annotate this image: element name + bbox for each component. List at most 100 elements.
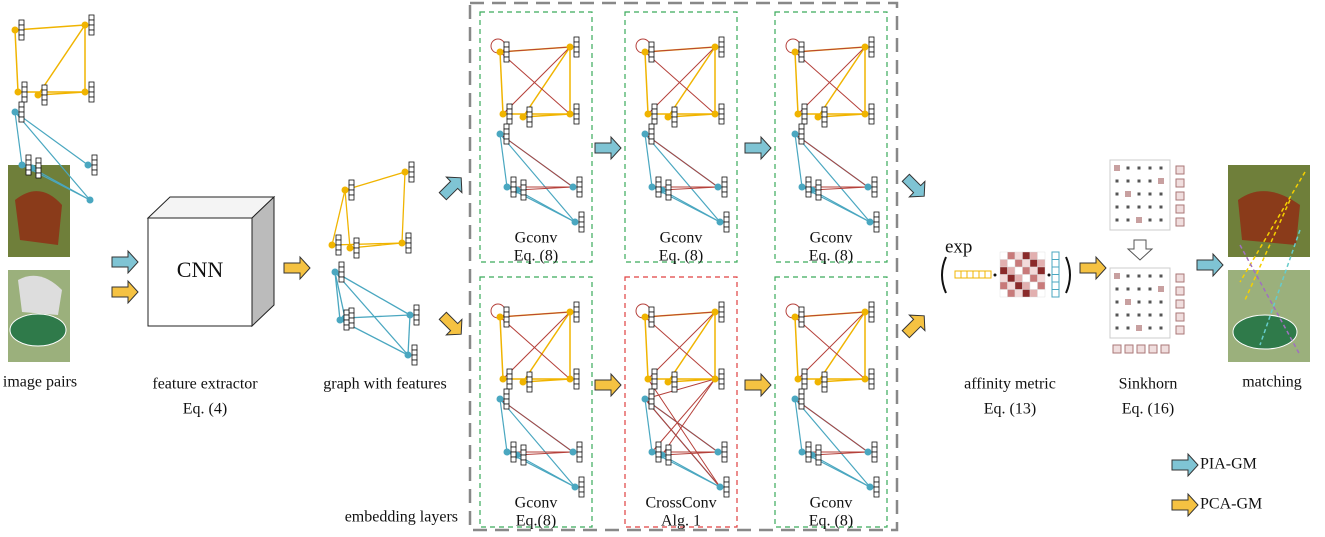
feature-cell [88,24,95,31]
feature-cell [815,449,822,456]
edge [499,51,504,115]
grid-cell [1115,179,1119,183]
feature-vector [91,154,98,176]
feature-cell [576,186,583,193]
panel-ref: Eq. (8) [659,248,703,265]
edge [644,316,716,380]
feature-cell [338,271,345,278]
node [569,183,577,191]
feature-cell [35,157,42,164]
feature-cell [573,306,580,313]
feature-cell [868,41,875,48]
feature-cell [665,194,672,201]
grid-cell [1126,274,1130,278]
node [84,161,92,169]
node [861,110,869,118]
grid-cell [1159,300,1163,304]
feature-cell [721,176,728,183]
feature-cell [873,476,880,483]
feature-cell [665,184,672,191]
grid-cell [1159,166,1163,170]
feature-cell [648,311,655,318]
node [503,448,511,456]
feature-vector [338,261,345,283]
feature-cell [718,118,725,125]
feature-vector [576,176,583,198]
grid-cell [1114,165,1120,171]
node [711,308,719,316]
cnn-cube [146,195,276,328]
edge [499,316,571,380]
feature-cell [41,84,48,91]
match-lines [1239,171,1306,356]
feature-cell [503,133,510,140]
feature-cell [718,378,725,385]
node [716,218,724,226]
feature-cell [648,46,655,53]
grid-cell [1137,287,1141,291]
feature-vector [721,176,728,198]
grid-cell [1148,179,1152,183]
feature-cell [805,456,812,463]
feature-vector [805,176,812,198]
node [346,244,354,252]
feature-vector [801,368,808,390]
edge [794,311,866,318]
feature-cell [520,449,527,456]
matrix-cell [1007,281,1016,290]
feature-cell [671,121,678,128]
feature-cell [578,226,585,233]
feature-vector [648,123,655,145]
feature-cell [648,393,655,400]
matrix-cell [1037,259,1046,268]
node [341,186,349,194]
feature-cell [868,301,875,308]
feature-vector [798,306,805,328]
feature-cell [348,194,355,201]
feature-cell [648,316,655,323]
vec-cell [972,270,980,279]
feature-cell [18,19,25,26]
feature-cell [648,388,655,395]
graph [490,303,579,491]
feature-cell [573,36,580,43]
edge [644,378,716,400]
feature-cell [718,306,725,313]
feature-cell [526,106,533,113]
feature-cell [348,317,355,324]
arrow [1171,493,1199,517]
feature-cell [671,116,678,123]
sum-cell [1124,344,1134,354]
feature-cell [506,383,513,390]
feature-cell [648,321,655,328]
arrow [434,307,470,343]
edge [14,24,86,31]
feature-cell [718,51,725,58]
feature-cell [721,441,728,448]
feature-cell [510,456,517,463]
edge [794,51,799,115]
feature-cell [573,316,580,323]
feature-vector [526,106,533,128]
feature-cell [821,116,828,123]
feature-cell [503,123,510,130]
feature-cell [723,476,730,483]
feature-cell [868,51,875,58]
matrix-cell [1014,274,1023,283]
feature-cell [718,46,725,53]
edge [651,378,716,453]
feature-cell [671,111,678,118]
arrow [1196,253,1224,277]
feature-cell [815,184,822,191]
stage-label: Sinkhorn [1119,376,1178,393]
vec-cell [1051,289,1060,298]
grid-cell [1137,205,1141,209]
vec-cell [1051,251,1060,260]
feature-vector [868,301,875,323]
feature-cell [353,237,360,244]
edge [499,316,504,380]
feature-cell [503,138,510,145]
feature-cell [871,446,878,453]
feature-cell [503,56,510,63]
node [86,196,94,204]
